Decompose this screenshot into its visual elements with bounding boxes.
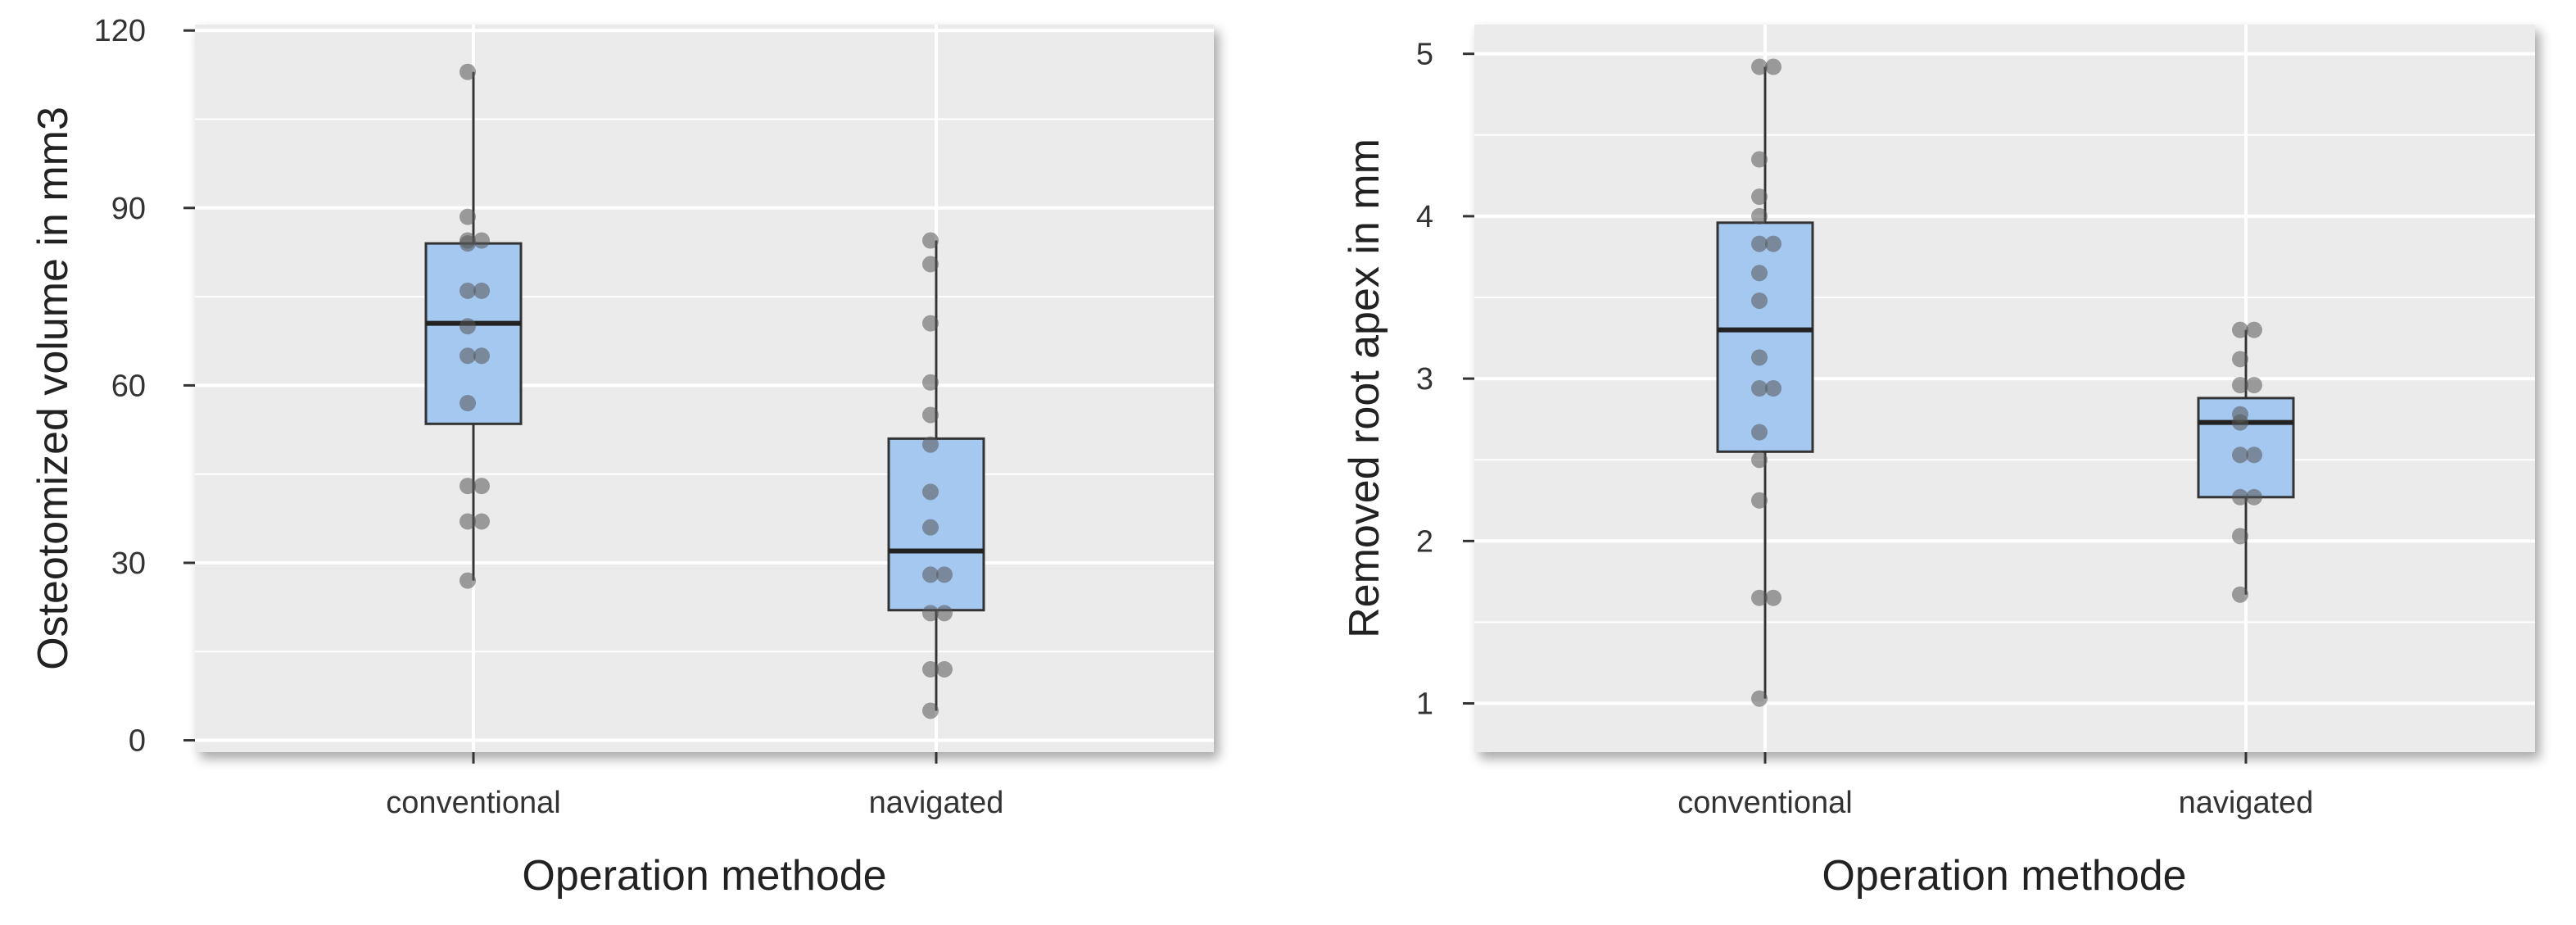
data-point (922, 566, 939, 583)
plot-background (1474, 25, 2535, 752)
data-point (922, 660, 939, 678)
data-point (1751, 58, 1768, 75)
y-tick-label: 120 (94, 14, 146, 48)
data-point (2232, 447, 2248, 464)
data-point (473, 347, 490, 365)
y-tick-label: 5 (1416, 38, 1433, 72)
data-point (1765, 589, 1781, 606)
plot-background (195, 25, 1214, 752)
data-point (473, 513, 490, 530)
y-tick-label: 1 (1416, 687, 1433, 722)
data-point (2232, 351, 2248, 368)
data-point (922, 256, 939, 273)
y-tick-label: 60 (111, 369, 146, 403)
data-point (922, 315, 939, 332)
x-axis-title: Operation methode (522, 852, 886, 900)
data-point (460, 282, 476, 299)
data-point (922, 702, 939, 719)
data-point (473, 282, 490, 299)
data-point (936, 566, 953, 583)
data-point (2232, 414, 2248, 431)
y-tick-label: 2 (1416, 524, 1433, 559)
data-point (1751, 151, 1768, 168)
data-point (1751, 424, 1768, 441)
data-point (473, 232, 490, 249)
x-axis-title: Operation methode (1822, 852, 2186, 900)
data-point (1751, 492, 1768, 509)
data-point (1765, 235, 1781, 252)
data-point (2246, 447, 2262, 464)
y-axis-title: Osteotomized volume in mm3 (29, 107, 77, 670)
data-point (1751, 292, 1768, 309)
y-tick-label: 3 (1416, 362, 1433, 397)
x-tick-label-navigated: navigated (869, 786, 1004, 820)
data-point (922, 406, 939, 424)
data-point (1751, 349, 1768, 366)
data-point (936, 605, 953, 622)
apex-boxplot-panel: 1 2 3 4 5 conventional navigated Removed root a… (1341, 25, 2535, 900)
data-point (1751, 451, 1768, 469)
data-point (460, 478, 476, 495)
data-point (1751, 690, 1768, 707)
data-point (2232, 377, 2248, 394)
data-point (936, 660, 953, 678)
data-point (922, 436, 939, 453)
data-point (922, 519, 939, 536)
data-point (460, 347, 476, 365)
data-point (460, 208, 476, 225)
data-point (460, 395, 476, 412)
x-tick-label-conventional: conventional (1677, 786, 1852, 820)
data-point (2232, 528, 2248, 545)
data-point (1765, 58, 1781, 75)
data-point (922, 374, 939, 391)
data-point (1765, 380, 1781, 397)
data-point (2232, 488, 2248, 506)
data-point (1751, 589, 1768, 606)
data-point (460, 63, 476, 80)
data-point (1751, 235, 1768, 252)
data-point (2246, 488, 2262, 506)
x-tick-label-navigated: navigated (2179, 786, 2314, 820)
data-point (1751, 380, 1768, 397)
y-tick-label: 0 (129, 724, 146, 759)
data-point (460, 318, 476, 335)
y-tick-label: 90 (111, 192, 146, 226)
data-point (2232, 586, 2248, 603)
data-point (1751, 207, 1768, 224)
data-point (1751, 188, 1768, 206)
y-tick-label: 30 (111, 546, 146, 581)
data-point (922, 232, 939, 249)
data-point (2232, 321, 2248, 338)
data-point (2246, 377, 2262, 394)
data-point (460, 235, 476, 252)
box-conventional (1716, 221, 1814, 453)
data-point (460, 513, 476, 530)
data-point (460, 572, 476, 589)
y-axis-title: Removed root apex in mm (1341, 138, 1388, 638)
y-tick-label: 4 (1416, 200, 1433, 234)
volume-boxplot-panel: 0 30 60 90 120 conventional navigated Osteotomi… (29, 14, 1214, 900)
data-point (2246, 321, 2262, 338)
box-conventional (424, 242, 523, 425)
data-point (473, 478, 490, 495)
data-point (1751, 265, 1768, 282)
data-point (922, 605, 939, 622)
x-tick-label-conventional: conventional (386, 786, 560, 820)
data-point (922, 483, 939, 501)
